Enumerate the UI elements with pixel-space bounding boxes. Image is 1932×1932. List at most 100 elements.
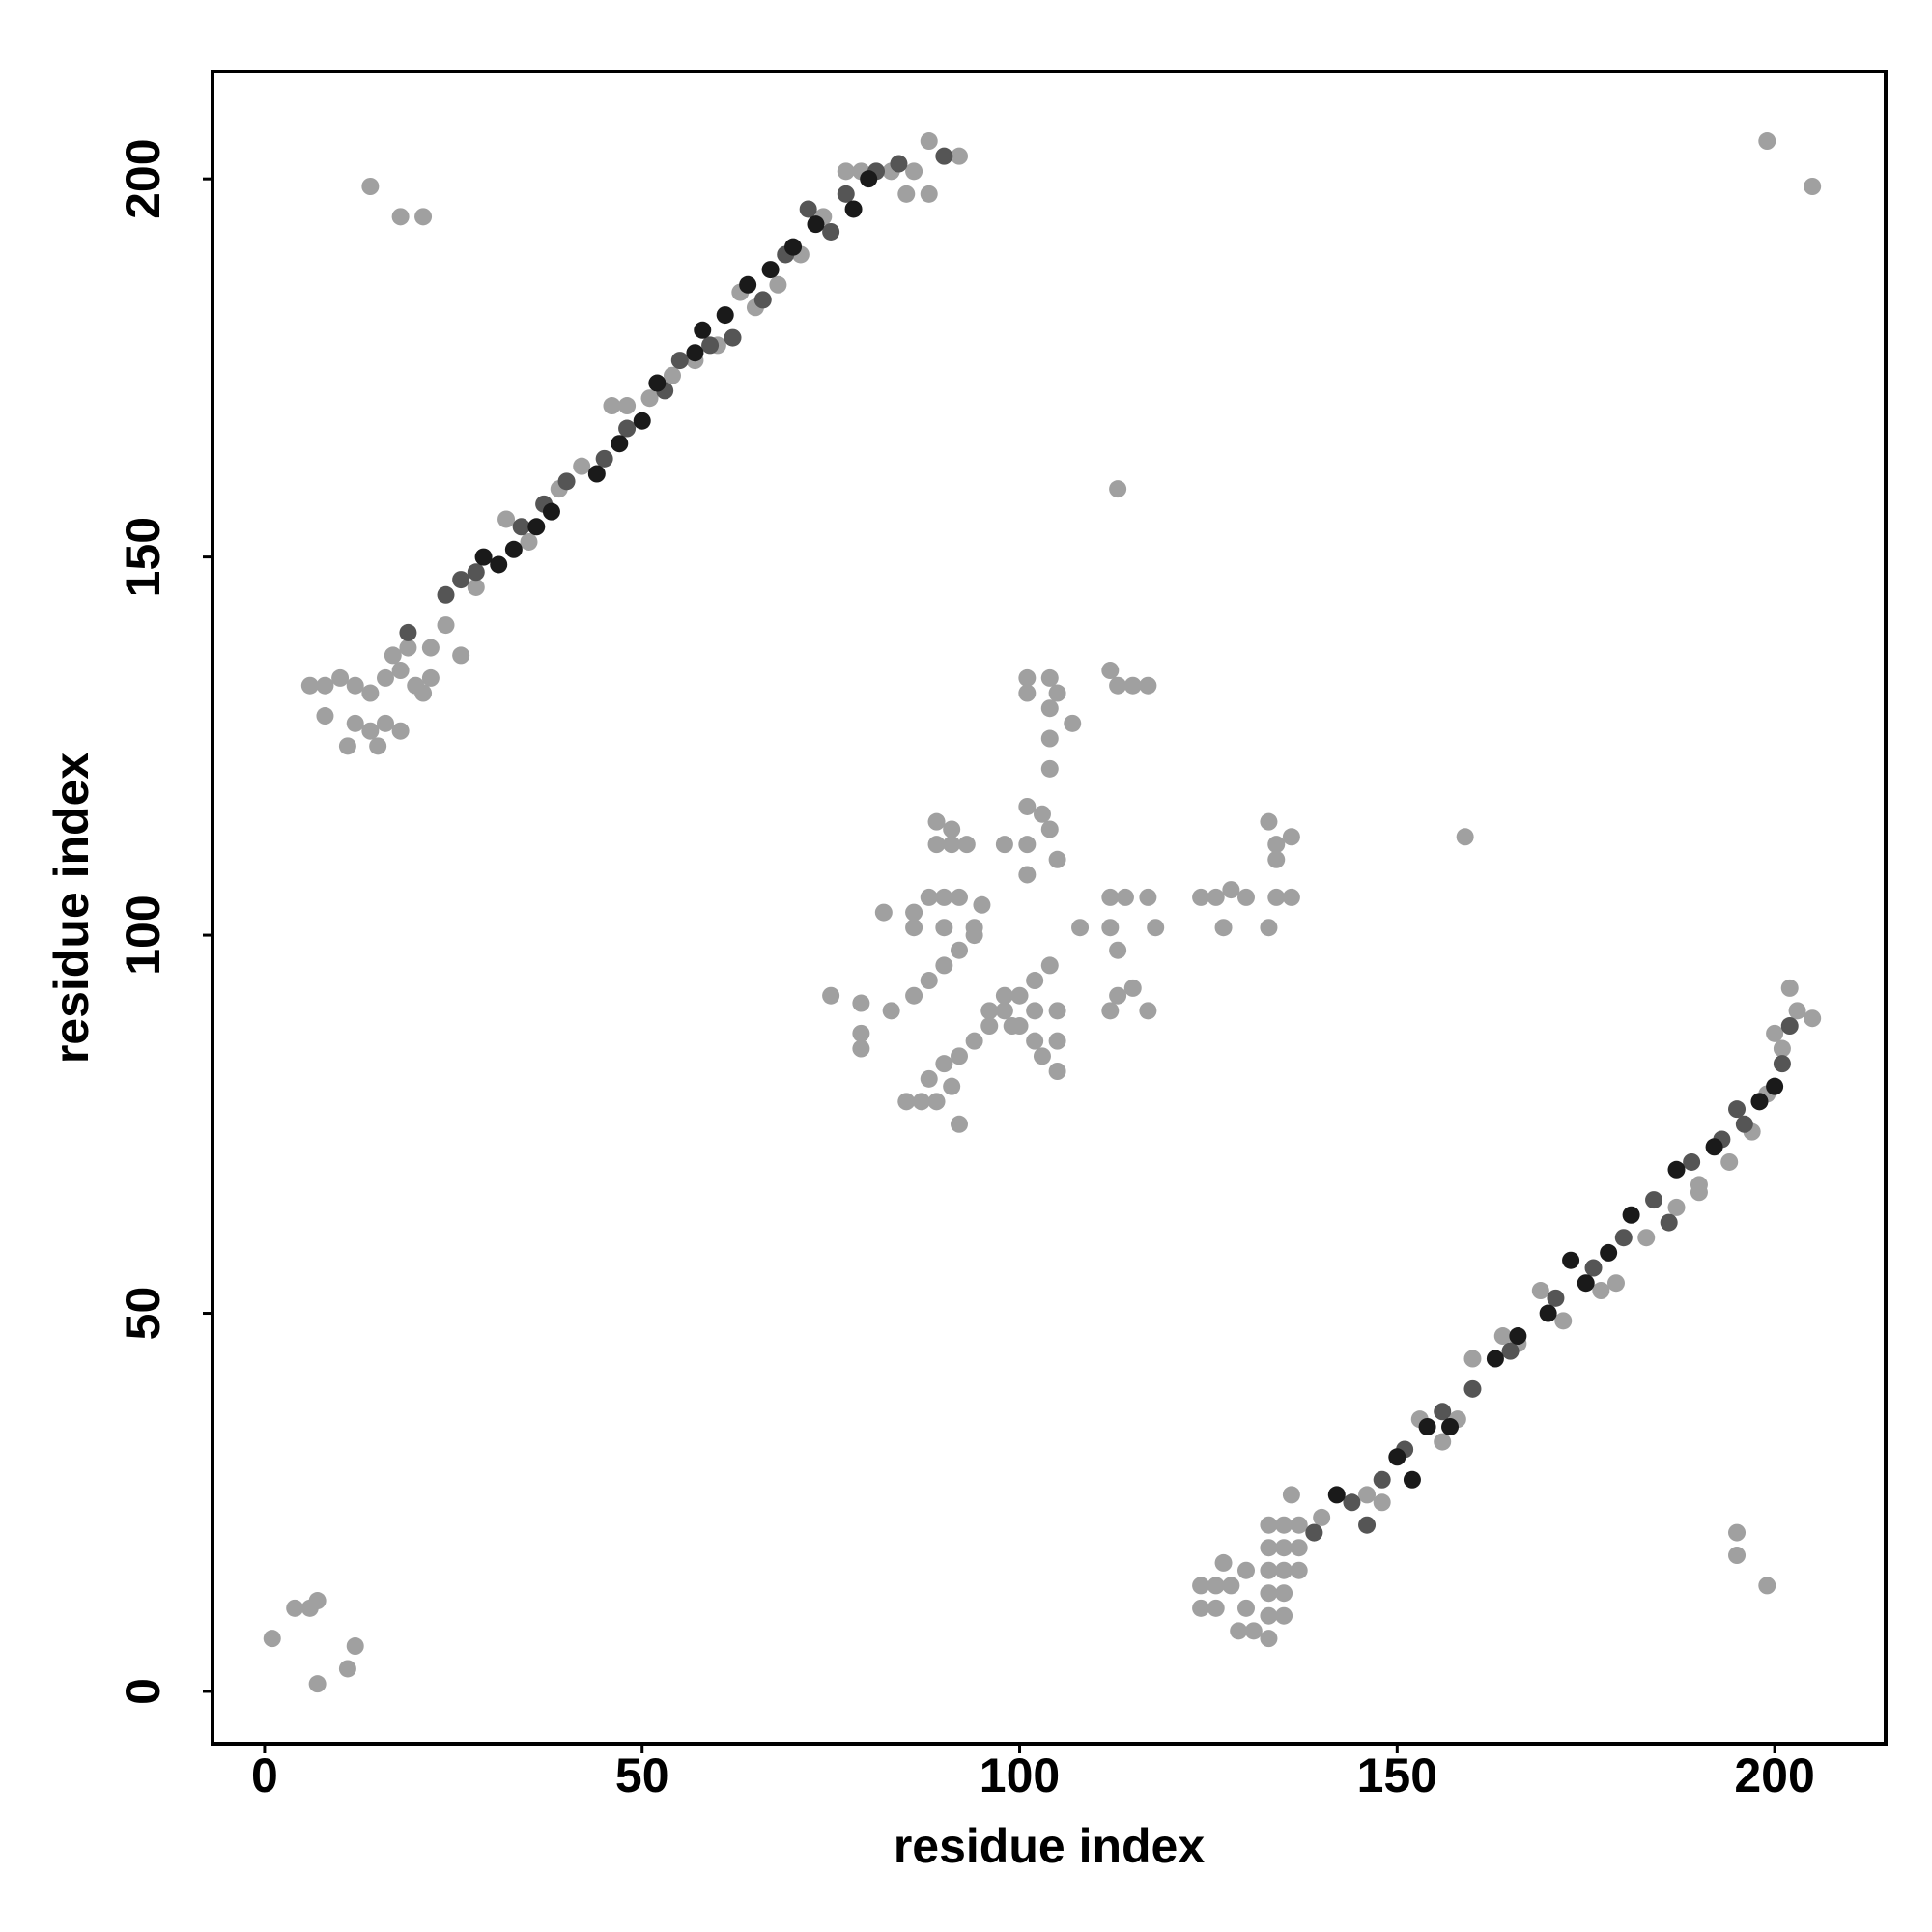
point <box>927 812 946 831</box>
point <box>1780 979 1799 997</box>
point <box>1434 1403 1452 1421</box>
point <box>346 1637 364 1656</box>
point <box>1690 1183 1708 1202</box>
point <box>1116 888 1134 906</box>
point <box>1260 1606 1278 1625</box>
point <box>611 435 629 453</box>
y-tick-label: 0 <box>116 1678 170 1705</box>
point <box>1456 828 1474 846</box>
point <box>670 352 689 370</box>
point <box>1493 1327 1512 1346</box>
point <box>603 397 621 415</box>
point <box>1290 1539 1308 1557</box>
point <box>837 162 855 181</box>
point <box>1109 941 1127 959</box>
point <box>874 903 893 922</box>
point <box>421 639 440 657</box>
point <box>286 1599 304 1617</box>
point <box>1275 1584 1293 1603</box>
point <box>399 623 417 641</box>
point <box>950 1115 968 1133</box>
point <box>844 200 863 218</box>
x-axis-title: residue index <box>894 1819 1206 1873</box>
point <box>384 646 402 665</box>
point <box>852 994 870 1012</box>
point <box>943 836 961 854</box>
point <box>573 457 591 475</box>
point <box>995 986 1013 1005</box>
point <box>369 737 387 755</box>
point <box>648 374 667 392</box>
point <box>640 389 659 408</box>
point <box>1192 888 1210 906</box>
point <box>1033 805 1051 823</box>
point <box>1275 1561 1293 1579</box>
point <box>1244 1622 1263 1640</box>
point <box>1267 888 1286 906</box>
point <box>1260 1584 1278 1603</box>
point <box>1018 668 1037 687</box>
point <box>1614 1229 1633 1247</box>
point <box>837 185 855 203</box>
point <box>935 1055 953 1073</box>
point <box>1773 1039 1791 1058</box>
point <box>1313 1508 1331 1526</box>
point <box>421 668 440 687</box>
point <box>1282 828 1300 846</box>
point <box>807 215 825 234</box>
plot-frame <box>211 70 1888 1746</box>
point <box>1282 888 1300 906</box>
point <box>694 321 712 339</box>
point <box>414 208 433 226</box>
point <box>1123 979 1142 997</box>
point <box>920 972 938 990</box>
point <box>1645 1191 1663 1209</box>
point <box>1463 1379 1482 1398</box>
point <box>1192 1599 1210 1617</box>
point <box>1373 1493 1391 1512</box>
point <box>1750 1093 1769 1111</box>
point <box>1282 1486 1300 1504</box>
point <box>300 676 319 695</box>
point <box>1222 1577 1240 1595</box>
point <box>1040 820 1059 838</box>
point <box>1486 1350 1504 1368</box>
point <box>957 836 976 854</box>
point <box>1683 1152 1701 1171</box>
point <box>1622 1206 1640 1224</box>
point <box>1260 812 1278 831</box>
point <box>467 578 485 596</box>
point <box>512 518 530 536</box>
point <box>1040 759 1059 778</box>
point <box>950 1047 968 1065</box>
point <box>905 903 923 922</box>
point <box>595 449 613 468</box>
point <box>1222 881 1240 899</box>
point <box>1109 676 1127 695</box>
point <box>943 820 961 838</box>
y-tick-label: 150 <box>116 517 170 597</box>
point <box>361 684 380 702</box>
point <box>1109 986 1127 1005</box>
point <box>1192 1577 1210 1595</box>
point <box>935 147 953 165</box>
point <box>1147 919 1165 937</box>
point <box>1804 178 1822 196</box>
point <box>920 132 938 151</box>
point <box>1290 1561 1308 1579</box>
point <box>1026 1032 1044 1050</box>
point <box>1236 1561 1255 1579</box>
point <box>724 328 742 347</box>
point <box>1418 1417 1436 1435</box>
point <box>1048 684 1066 702</box>
point <box>1064 714 1082 732</box>
point <box>504 540 523 558</box>
point <box>1026 972 1044 990</box>
point <box>1236 1599 1255 1617</box>
point <box>753 291 772 309</box>
point <box>1071 919 1090 937</box>
point <box>338 737 356 755</box>
point <box>263 1630 281 1648</box>
point <box>882 1002 900 1020</box>
point <box>761 261 780 279</box>
